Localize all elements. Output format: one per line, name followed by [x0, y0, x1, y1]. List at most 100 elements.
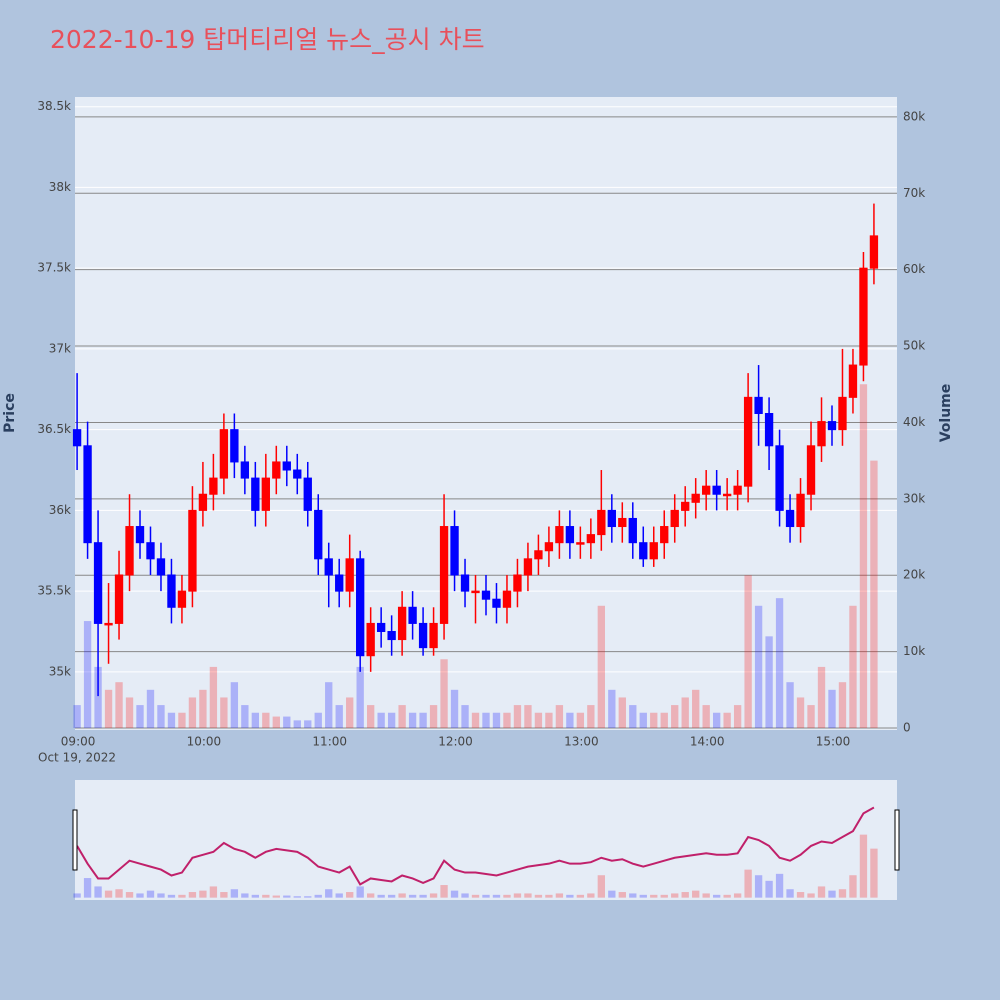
y-tick-label: 36.5k: [37, 422, 71, 436]
volume-bar: [115, 682, 123, 729]
volume-bar: [733, 705, 742, 729]
slider-volume-bar: [377, 894, 385, 898]
x-date-label: Oct 19, 2022: [38, 751, 116, 765]
candle-body: [555, 526, 564, 544]
slider-handle[interactable]: [72, 809, 78, 871]
slider-volume-bar: [440, 885, 448, 898]
volume-bar: [712, 712, 721, 729]
slider-volume-bar: [692, 890, 700, 898]
volume-bar: [587, 705, 595, 729]
candle-body: [261, 477, 270, 511]
slider-volume-bar: [796, 892, 805, 898]
candle-body: [660, 526, 669, 544]
candle-body: [544, 542, 554, 552]
candle-body: [125, 526, 134, 576]
slider-volume-bar: [115, 889, 123, 898]
volume-bar: [692, 689, 700, 729]
candle-body: [691, 493, 700, 503]
volume-bar: [702, 705, 710, 729]
slider-volume-bar: [461, 893, 469, 898]
slider-volume-bar: [650, 894, 658, 898]
range-slider[interactable]: [75, 780, 897, 900]
y2-axis-title: Volume: [938, 384, 954, 443]
slider-volume-bar: [807, 893, 815, 898]
volume-bar: [807, 705, 815, 729]
slider-volume-bar: [733, 893, 742, 898]
slider-volume-bar: [387, 894, 396, 898]
volume-bar: [859, 384, 868, 729]
y-tick-label: 38k: [49, 180, 71, 194]
volume-bar: [671, 705, 679, 729]
y-tick-label: 38.5k: [37, 99, 71, 113]
candle-body: [408, 606, 417, 624]
candle-body: [722, 493, 732, 497]
slider-volume-bar: [618, 892, 626, 898]
slider-volume-bar: [167, 894, 176, 898]
slider-volume-bar: [712, 894, 721, 898]
candle-body: [240, 461, 250, 479]
candle-body: [167, 574, 176, 608]
slider-volume-bar: [524, 893, 532, 898]
volume-bar: [681, 697, 689, 729]
candle-body: [712, 485, 721, 495]
candle-body: [387, 630, 396, 641]
slider-volume-bar: [492, 894, 501, 898]
volume-bar: [293, 720, 301, 729]
volume-bar: [230, 682, 239, 729]
x-tick-label: 11:00: [312, 735, 347, 749]
candle-body: [324, 558, 333, 576]
slider-volume-bar: [555, 893, 564, 898]
volume-bar: [167, 712, 176, 729]
volume-bar: [849, 605, 857, 729]
slider-volume-bar: [220, 892, 228, 898]
y2-tick-label: 10k: [903, 644, 925, 658]
candle-body: [764, 413, 774, 447]
volume-bar: [817, 666, 826, 729]
y2-tick-label: 0: [903, 721, 911, 735]
y2-tick-label: 30k: [903, 491, 925, 505]
volume-bar: [461, 705, 469, 729]
slider-handle[interactable]: [894, 809, 900, 871]
slider-volume-bar: [272, 895, 280, 898]
slider-volume-bar: [482, 894, 490, 898]
candle-body: [597, 509, 606, 536]
volume-bar: [838, 682, 847, 729]
slider-volume-bar: [209, 886, 218, 898]
volume-bar: [283, 716, 291, 729]
volume-bar: [429, 705, 438, 729]
candle-body: [356, 558, 365, 657]
volume-bar: [765, 636, 773, 729]
volume-bar: [251, 712, 260, 729]
candle-body: [251, 477, 260, 511]
slider-volume-bar: [356, 886, 364, 898]
volume-bar: [188, 697, 197, 729]
volume-bar: [754, 605, 763, 729]
volume-bar: [146, 689, 155, 729]
slider-volume-bar: [136, 893, 144, 898]
y2-tick-label: 50k: [903, 339, 925, 353]
volume-bar: [576, 712, 585, 729]
candle-body: [429, 622, 438, 649]
candle-body: [848, 364, 858, 398]
candle-body: [188, 509, 197, 592]
y2-tick-label: 70k: [903, 186, 925, 200]
slider-volume-bar: [639, 894, 647, 898]
candle-body: [513, 574, 522, 592]
candle-body: [314, 509, 323, 560]
candle-body: [83, 445, 92, 544]
volume-bar: [786, 682, 794, 729]
candle-body: [460, 574, 470, 592]
candle-body: [534, 550, 543, 560]
volume-bar: [262, 712, 270, 729]
candle-body: [733, 485, 742, 495]
candle-body: [397, 606, 407, 641]
volume-bar: [828, 689, 836, 729]
slider-volume-bar: [94, 886, 102, 898]
volume-bar: [136, 705, 144, 729]
slider-volume-bar: [608, 890, 616, 898]
slider-volume-bar: [723, 894, 731, 898]
volume-bar: [629, 705, 637, 729]
volume-bar: [608, 689, 616, 729]
candle-body: [586, 534, 596, 544]
